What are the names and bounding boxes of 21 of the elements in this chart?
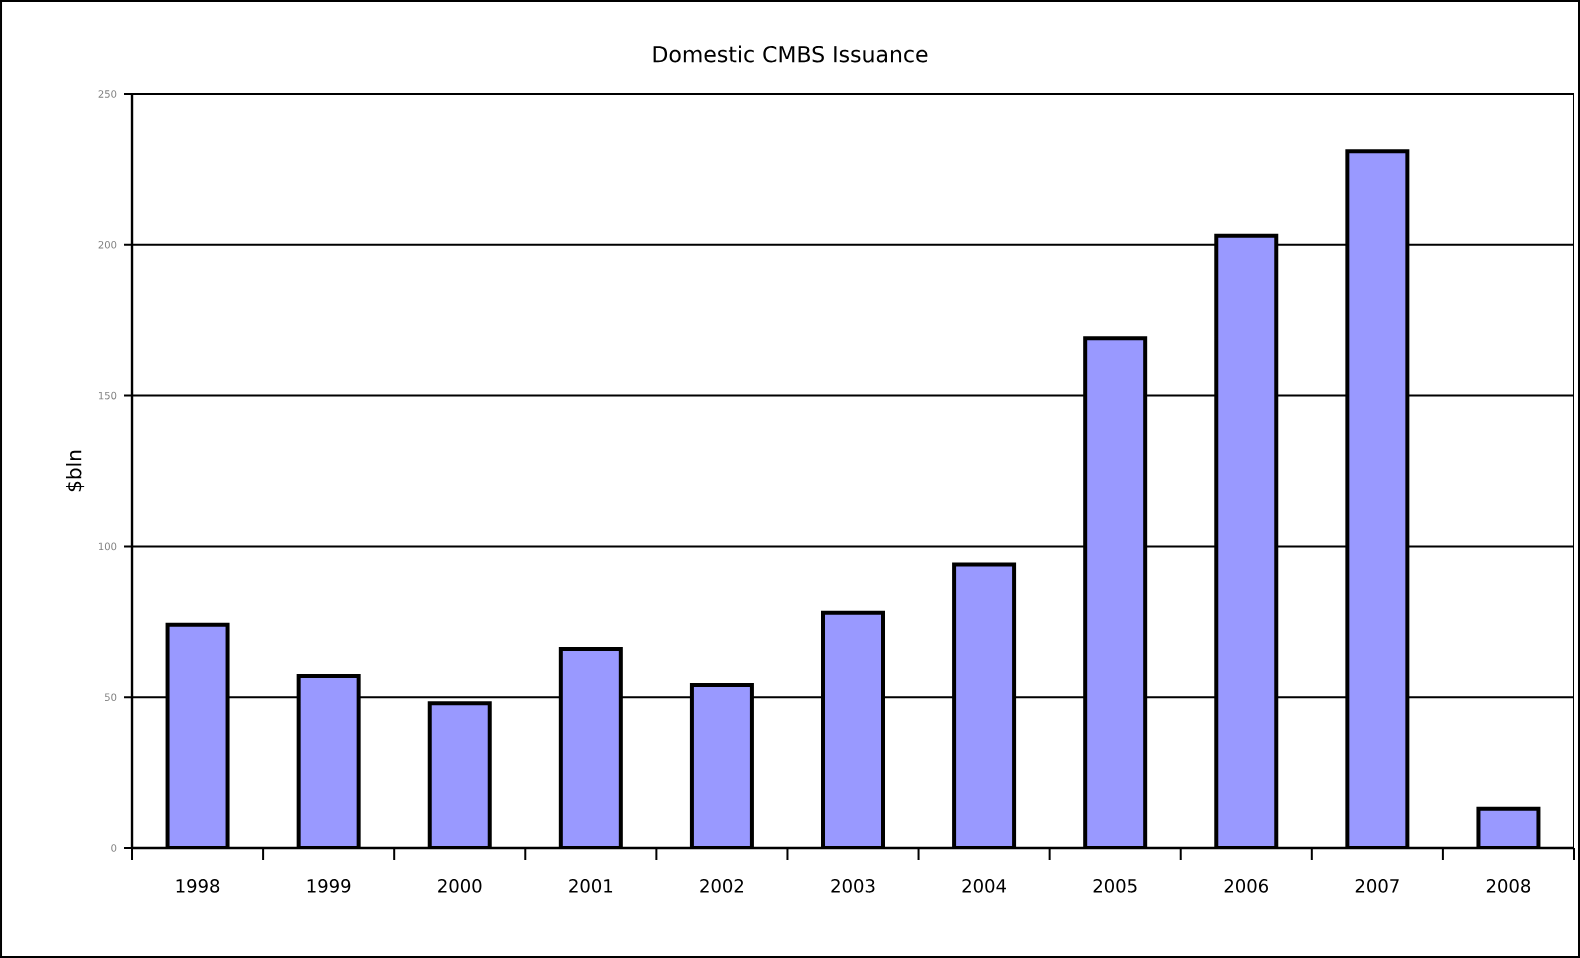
x-tick-label: 2008 xyxy=(1486,879,1531,893)
y-axis-title: $bln xyxy=(65,450,85,492)
x-tick-label: 2002 xyxy=(700,879,744,893)
bar xyxy=(952,562,1017,848)
x-tick-label: 2005 xyxy=(1093,879,1137,893)
x-tick-label: 2001 xyxy=(569,879,613,893)
bar xyxy=(1214,233,1279,848)
x-tick-label: 2004 xyxy=(962,879,1006,893)
x-tick-label: 2007 xyxy=(1355,879,1399,893)
bar xyxy=(427,701,492,848)
x-tick-label: 2003 xyxy=(831,879,875,893)
bar xyxy=(165,622,230,848)
bar xyxy=(296,674,361,848)
bar xyxy=(1083,336,1148,848)
x-tick-label: 1999 xyxy=(307,879,351,893)
chart-title: Domestic CMBS Issuance xyxy=(653,45,928,63)
x-tick-label: 1998 xyxy=(176,879,220,893)
x-tick-label: 2000 xyxy=(438,879,482,893)
bar xyxy=(689,683,754,848)
x-tick-label: 2006 xyxy=(1224,879,1269,893)
bar xyxy=(1345,149,1410,848)
